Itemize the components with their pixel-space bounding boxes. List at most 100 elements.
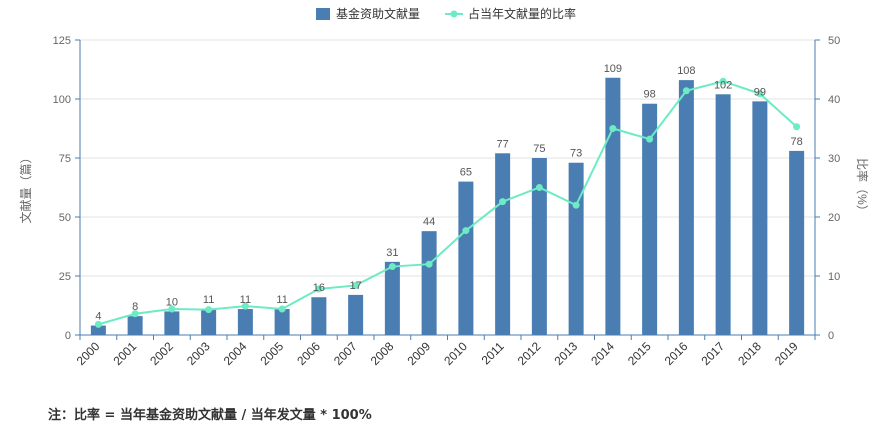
y-axis-title: 文献量（篇） (18, 151, 33, 223)
ratio-point (131, 310, 139, 318)
bar (458, 181, 474, 335)
bar-value-label: 17 (350, 280, 362, 292)
bar (678, 80, 694, 336)
ratio-point (241, 302, 249, 310)
line-series (94, 77, 801, 328)
axes: 0 25 50 75 100 125 0 10 20 30 40 50 2000 2001 2002 2003… (18, 35, 870, 368)
bar (495, 153, 511, 335)
ratio-point (682, 87, 690, 95)
x-tick-label: 2001 (110, 339, 139, 368)
bar-series (90, 77, 805, 336)
bar-value-label: 16 (313, 282, 325, 294)
bar (127, 316, 143, 335)
bar-value-label: 8 (132, 301, 138, 313)
bar (384, 261, 400, 335)
x-tick-label: 2014 (588, 339, 617, 368)
ratio-point (425, 260, 433, 268)
x-tick-label: 2012 (515, 339, 544, 368)
bar-value-label: 77 (497, 138, 509, 150)
bar (568, 162, 584, 335)
y-tick-label: 25 (59, 271, 71, 283)
ratio-line (98, 80, 798, 326)
y-tick-label: 125 (53, 35, 71, 47)
bar (715, 94, 731, 335)
x-tick-label: 2007 (331, 339, 360, 368)
bar (348, 294, 364, 335)
x-tick-label: 2005 (257, 339, 286, 368)
grid-lines (80, 39, 815, 277)
bar-value-label: 10 (166, 296, 178, 308)
y2-tick-label: 40 (828, 94, 840, 106)
y2-tick-label: 30 (828, 153, 840, 165)
ratio-point (793, 123, 801, 131)
ratio-point (278, 305, 286, 313)
bar-value-label: 102 (714, 79, 732, 91)
bar (531, 158, 547, 335)
ratio-point (719, 77, 727, 85)
ratio-point (535, 184, 543, 191)
ratio-point (646, 135, 654, 143)
y2-tick-label: 10 (828, 271, 840, 283)
bar (642, 103, 658, 335)
bar-value-label: 44 (423, 216, 435, 228)
bar (274, 309, 290, 335)
legend-bar-label: 基金资助文献量 (336, 6, 420, 21)
bar-value-label: 75 (533, 143, 545, 155)
bar (311, 297, 327, 335)
y-tick-label: 75 (59, 153, 71, 165)
bar (164, 311, 180, 335)
x-tick-label: 2006 (294, 339, 323, 368)
bar-value-label: 4 (95, 311, 101, 323)
x-tick-label: 2008 (368, 339, 397, 368)
bar (752, 101, 768, 335)
x-tick-label: 2000 (74, 339, 103, 368)
bar-value-label: 11 (276, 294, 287, 306)
y2-tick-label: 50 (828, 35, 840, 47)
bar-value-label: 11 (240, 294, 251, 306)
ratio-point (315, 285, 323, 293)
ratio-point (352, 281, 360, 289)
bar-value-label: 108 (677, 65, 695, 77)
ratio-point (168, 305, 176, 313)
y2-tick-label: 20 (828, 212, 840, 224)
bar-value-label: 78 (791, 136, 803, 148)
x-tick-label: 2017 (698, 339, 727, 368)
bar-value-label: 65 (460, 167, 472, 179)
x-tick-label: 2013 (551, 339, 580, 368)
x-tick-label: 2019 (772, 339, 801, 368)
legend-item-bar: 基金资助文献量 (316, 6, 420, 21)
bar (789, 150, 805, 335)
bar-value-label: 11 (203, 294, 214, 306)
y-tick-label: 0 (65, 330, 71, 342)
x-tick-label: 2010 (441, 339, 470, 368)
bar-value-label: 98 (644, 89, 656, 101)
bar-value-label: 99 (754, 86, 766, 98)
ratio-point (609, 125, 617, 132)
bar (605, 77, 621, 335)
x-tick-label: 2002 (147, 339, 176, 368)
bar (90, 325, 106, 335)
legend-item-line: 占当年文献量的比率 (445, 6, 576, 21)
ratio-point (94, 320, 102, 328)
legend-bar-swatch (316, 8, 330, 20)
x-tick-label: 2016 (662, 339, 691, 368)
bar-value-label: 73 (570, 148, 582, 160)
data-labels: 4 8 10 11 11 11 16 17 31 44 65 77 75 73 109 98 108 102 99 7… (95, 63, 802, 323)
legend-line-label: 占当年文献量的比率 (468, 6, 576, 21)
ratio-point (756, 90, 764, 98)
legend-line-marker (450, 10, 458, 18)
bar (237, 309, 253, 335)
ratio-point (205, 306, 213, 314)
y2-tick-label: 0 (828, 330, 834, 342)
x-tick-label: 2003 (184, 339, 213, 368)
footnote: 注：比率 = 当年基金资助文献量 / 当年发文量 * 100% (48, 408, 372, 423)
x-tick-label: 2018 (735, 339, 764, 368)
ratio-point (572, 201, 580, 209)
ratio-point (499, 198, 507, 206)
bar-value-label: 109 (604, 63, 622, 75)
bar-value-label: 31 (386, 247, 398, 259)
bar (421, 231, 437, 335)
legend[interactable]: 基金资助文献量 占当年文献量的比率 (316, 6, 576, 21)
ratio-point (462, 227, 470, 235)
y-tick-label: 50 (59, 212, 71, 224)
